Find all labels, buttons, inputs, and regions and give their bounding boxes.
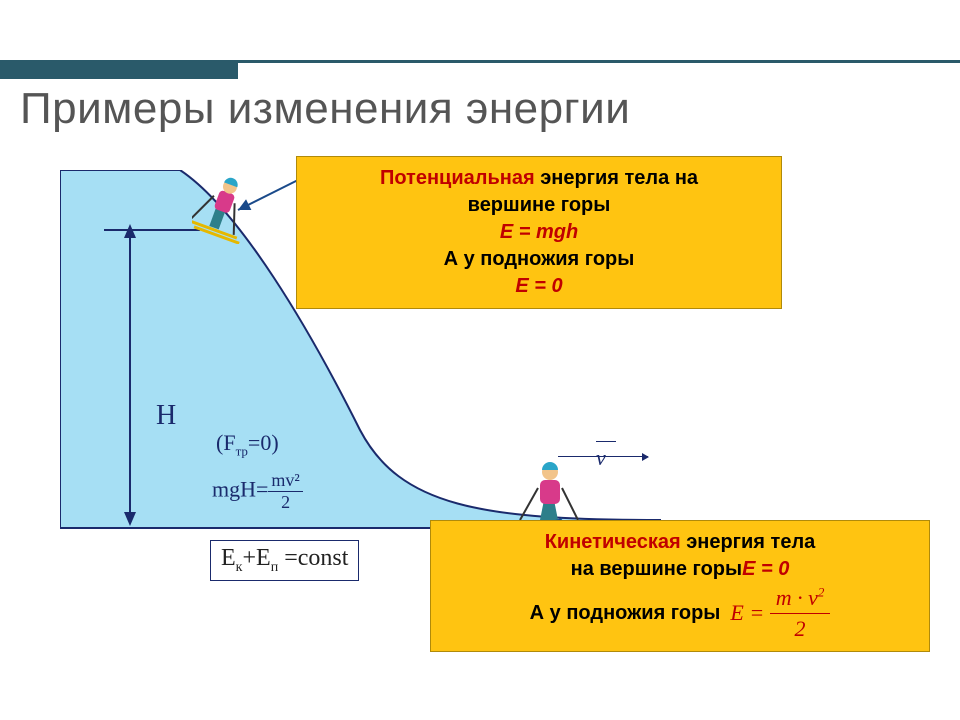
friction-formula: (Fтр=0): [216, 430, 279, 459]
skier2-pole1: [520, 488, 538, 520]
box2-line2: на вершине горыE = 0: [445, 556, 915, 583]
skier2-helmet: [542, 462, 558, 470]
box2-line2f: E = 0: [742, 558, 789, 580]
box2-line3: А у подножия горы: [530, 600, 721, 627]
h-label: H: [156, 400, 176, 432]
box2-sup: 2: [818, 585, 825, 600]
kinetic-energy-box: Кинетическая энергия тела на вершине гор…: [430, 520, 930, 652]
mgh-den: 2: [268, 492, 302, 513]
slide: Примеры изменения энергии H (Fтр=0) mgH=…: [0, 0, 960, 720]
mgh-formula: mgH=mv²2: [212, 470, 303, 513]
skier1-pole1: [192, 191, 214, 224]
box2-red: Кинетическая: [545, 531, 681, 553]
sub-k: к: [236, 560, 243, 575]
skier-top: [192, 174, 256, 244]
box1-line2: вершине горы: [311, 192, 767, 219]
box2-line2a: на вершине горы: [571, 558, 742, 580]
box1-line3: А у подножия горы: [311, 246, 767, 273]
box1-line1: Потенциальная энергия тела на: [311, 165, 767, 192]
box2-num-txt: m · v: [776, 585, 818, 610]
box2-rest: энергия тела: [681, 531, 816, 553]
box2-line3-row: А у подножия горы E = m · v2 2: [445, 583, 915, 643]
box2-formula: E = m · v2 2: [730, 583, 830, 643]
sub-p: п: [271, 560, 279, 575]
header-rule: [0, 60, 960, 79]
const-formula-box: Eк+Eп =const: [210, 540, 359, 581]
mgh-left: mgH=: [212, 477, 268, 502]
ftr-sub: тр: [236, 443, 248, 458]
box1-rest: энергия тела на: [535, 167, 698, 189]
box2-den: 2: [770, 614, 831, 644]
box2-num: m · v2: [770, 583, 831, 614]
skier2-pole2: [562, 488, 578, 520]
box1-red: Потенциальная: [380, 167, 535, 189]
v-label: v: [596, 445, 606, 471]
box1-formula1: E = mgh: [311, 219, 767, 246]
header-bar: [0, 63, 238, 79]
skier2-body: [540, 480, 560, 504]
slide-title: Примеры изменения энергии: [20, 84, 630, 134]
mgh-num: mv²: [268, 470, 302, 492]
mgh-frac: mv²2: [268, 470, 302, 513]
box1-formula2: E = 0: [311, 273, 767, 300]
box2-line1: Кинетическая энергия тела: [445, 529, 915, 556]
potential-energy-box: Потенциальная энергия тела на вершине го…: [296, 156, 782, 309]
